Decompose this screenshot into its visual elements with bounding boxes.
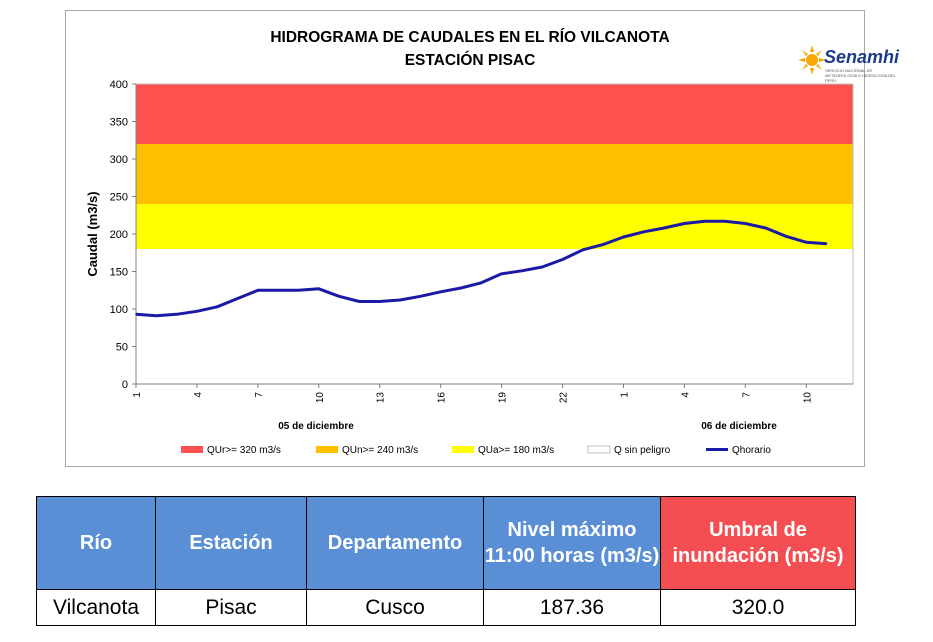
table-row: Vilcanota Pisac Cusco 187.36 320.0 [36, 589, 856, 626]
data-point [358, 300, 361, 303]
x-tick-label: 13 [376, 392, 387, 404]
data-point [318, 287, 320, 290]
chart-subtitle: ESTACIÓN PISAC [404, 52, 536, 69]
x-tick-label: 10 [315, 392, 326, 404]
data-point [297, 289, 300, 292]
y-axis-label: Caudal (m3/s) [85, 191, 100, 276]
x-tick-label: 1 [132, 392, 143, 398]
chart-title: HIDROGRAMA DE CAUDALES EN EL RÍO VILCANO… [270, 29, 670, 46]
x-tick-label: 4 [193, 392, 204, 398]
cell-departamento: Cusco [306, 589, 484, 626]
y-tick-label: 200 [110, 229, 128, 241]
data-point [805, 241, 808, 244]
data-point [785, 235, 787, 238]
x-tick-label: 7 [741, 392, 752, 398]
legend-label-2: QUa>= 180 m3/s [478, 445, 554, 456]
hydrograph-chart: 0 50 100 150 200 250 300 350 400 Caudal (m3/s) 1 4 7… [85, 79, 854, 456]
data-point [825, 242, 828, 245]
header-departamento: Departamento [306, 496, 484, 590]
data-point [582, 248, 584, 251]
data-point [500, 272, 503, 275]
cell-estacion: Pisac [155, 589, 307, 626]
legend-swatch-1 [316, 446, 338, 453]
y-tick-label: 50 [116, 342, 128, 354]
sun-icon [798, 45, 826, 75]
data-point [135, 313, 137, 316]
data-point [419, 295, 422, 298]
legend-swatch-3 [587, 445, 611, 454]
band-1 [136, 144, 853, 204]
header-rio: Río [36, 496, 156, 590]
table-header-row: Río Estación Departamento Nivel máximo 1… [36, 496, 856, 590]
data-point [155, 314, 158, 317]
data-point [561, 258, 564, 261]
data-point [399, 299, 401, 301]
x-tick-label: 22 [559, 392, 570, 404]
data-point [764, 227, 767, 229]
data-point [602, 243, 604, 246]
summary-table: Río Estación Departamento Nivel máximo 1… [36, 496, 856, 626]
day-label-1: 05 de diciembre [278, 421, 354, 432]
header-estacion: Estación [155, 496, 307, 590]
chart-panel: HIDROGRAMA DE CAUDALES EN EL RÍO VILCANO… [65, 10, 899, 467]
data-point [703, 220, 706, 223]
x-tick-label: 7 [254, 392, 265, 398]
data-point [663, 227, 665, 229]
data-point [541, 266, 544, 268]
y-tick-label: 400 [110, 79, 128, 91]
cell-rio: Vilcanota [36, 589, 156, 626]
header-nivel-maximo: Nivel máximo 11:00 horas (m3/s) [483, 496, 661, 590]
header-umbral: Umbral de inundación (m3/s) [660, 496, 856, 590]
data-point [378, 300, 381, 303]
cell-umbral: 320.0 [660, 589, 856, 626]
data-point [338, 295, 340, 298]
data-point [257, 289, 259, 292]
data-point [683, 222, 686, 225]
data-point [744, 222, 747, 225]
data-point [460, 287, 462, 289]
y-tick-label: 150 [110, 267, 128, 279]
data-point [642, 230, 645, 233]
data-point [196, 310, 198, 313]
band-2 [136, 204, 853, 249]
x-tick-label: 4 [680, 392, 691, 398]
legend-label-3: Q sin peligro [614, 445, 671, 456]
day-label-2: 06 de diciembre [701, 421, 777, 432]
band-0 [136, 84, 853, 144]
data-point [480, 281, 483, 284]
data-point [724, 220, 726, 223]
y-tick-label: 250 [110, 192, 128, 204]
x-tick-label: 1 [619, 392, 630, 398]
y-tick-label: 100 [110, 304, 128, 316]
logo-text: Senamhi [824, 47, 900, 67]
y-tick-label: 300 [110, 154, 128, 166]
x-tick-label: 10 [802, 392, 813, 404]
legend-label-0: QUr>= 320 m3/s [207, 445, 281, 456]
data-point [439, 290, 442, 293]
legend-swatch-0 [181, 446, 203, 453]
data-point [622, 236, 625, 238]
legend-label-qhorario: Qhorario [732, 445, 771, 456]
band-3 [136, 249, 853, 384]
cell-nivel-maximo: 187.36 [483, 589, 661, 626]
legend-swatch-2 [452, 446, 474, 453]
senamhi-logo: Senamhi SERVICIO NACIONAL DE METEOROLOGÍ… [798, 43, 908, 83]
y-tick-label: 0 [122, 379, 128, 391]
x-tick-label: 19 [498, 392, 509, 404]
legend-label-1: QUn>= 240 m3/s [342, 445, 418, 456]
data-point [521, 269, 523, 272]
data-point [175, 313, 178, 316]
x-tick-label: 16 [437, 392, 448, 404]
y-tick-label: 350 [110, 117, 128, 129]
logo-subtitle: SERVICIO NACIONAL DE METEOROLOGÍA E HIDR… [825, 68, 896, 83]
data-point [236, 297, 239, 300]
data-point [216, 305, 219, 308]
data-point [277, 289, 279, 292]
